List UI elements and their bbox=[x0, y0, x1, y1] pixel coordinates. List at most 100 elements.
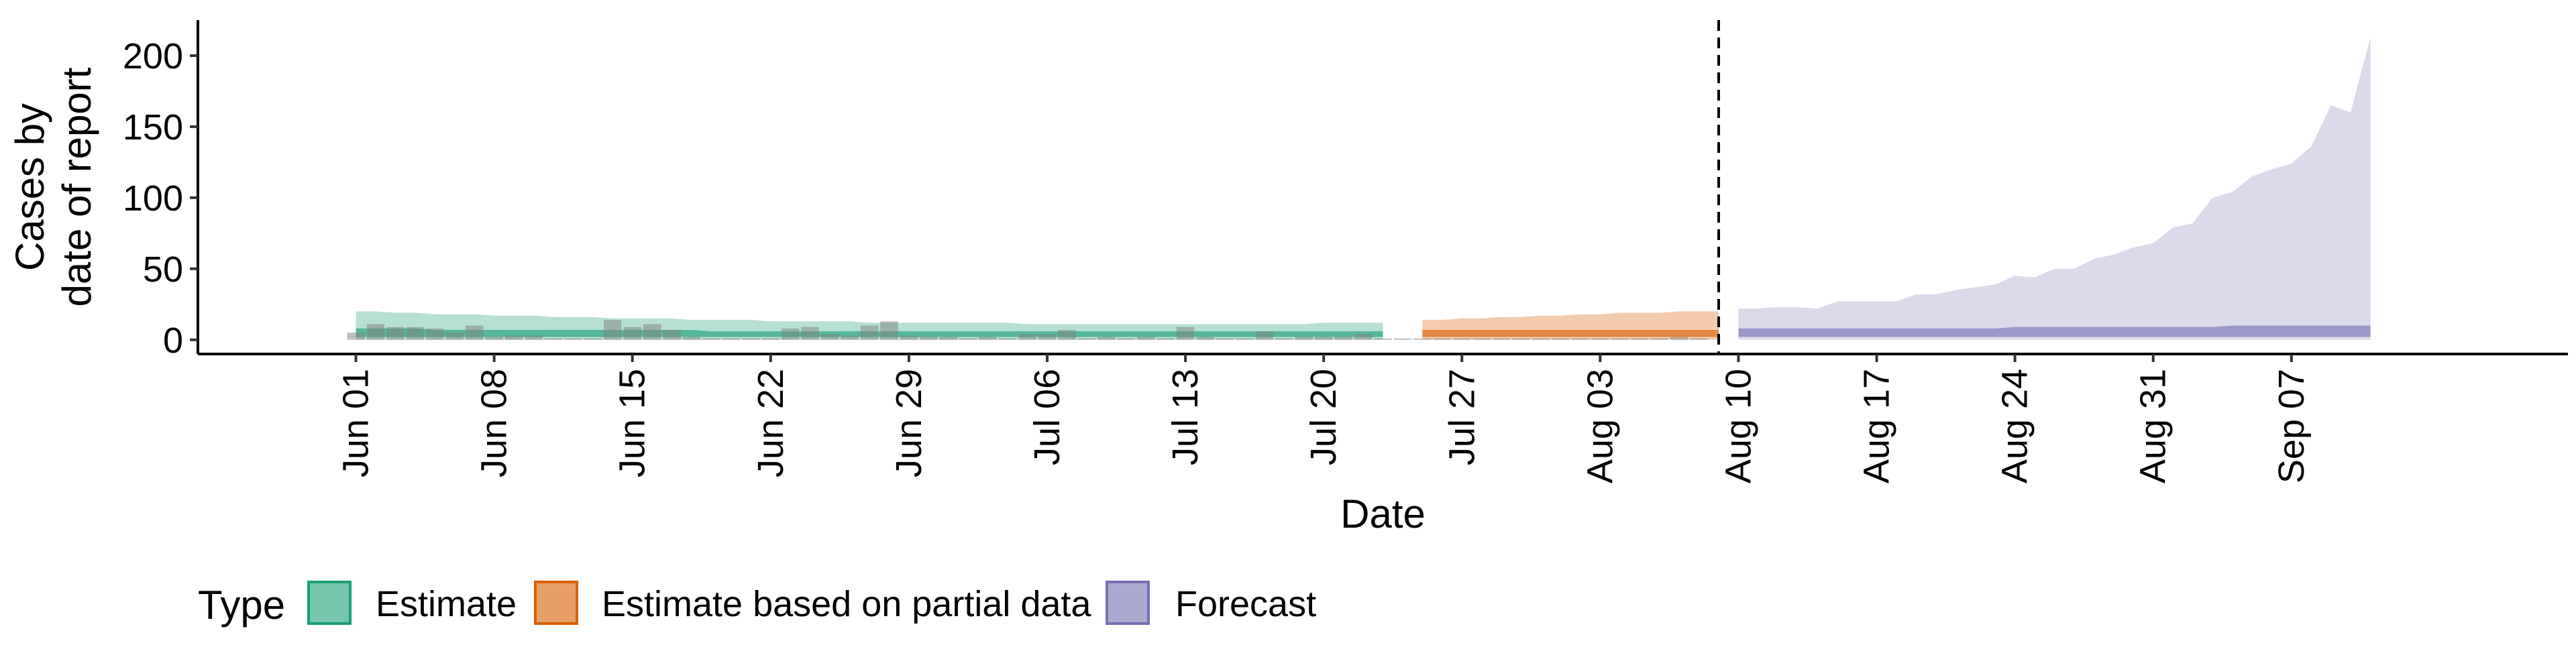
case-bar bbox=[998, 338, 1017, 340]
case-bar bbox=[1058, 330, 1076, 340]
case-bar bbox=[1097, 337, 1116, 340]
legend-key-forecast bbox=[1106, 581, 1150, 625]
case-bar bbox=[1216, 338, 1234, 340]
axes-layer: 0 50 100 150 200 Jun 01 Jun 08 Jun 15 Jun 22 Jun … bbox=[123, 20, 2568, 483]
case-bar bbox=[1571, 338, 1590, 340]
y-axis-title-line: date of report bbox=[54, 67, 99, 306]
case-bar bbox=[742, 338, 760, 340]
case-bar bbox=[604, 320, 622, 340]
case-bar bbox=[1314, 337, 1333, 340]
legend: Type Estimate Estimate based on partial da… bbox=[198, 581, 1316, 628]
y-tick-label: 0 bbox=[163, 320, 183, 361]
case-bar bbox=[920, 337, 938, 340]
case-bar bbox=[1038, 334, 1057, 340]
x-tick-label: Aug 17 bbox=[1857, 369, 1897, 483]
legend-label-estimate: Estimate bbox=[376, 584, 517, 624]
case-bar bbox=[880, 321, 898, 340]
case-bar bbox=[860, 325, 879, 340]
case-bar bbox=[841, 335, 859, 340]
case-bar bbox=[663, 330, 681, 340]
case-bar bbox=[1354, 334, 1373, 340]
case-bar bbox=[1591, 338, 1609, 340]
case-bar bbox=[386, 327, 405, 340]
case-bar bbox=[1137, 337, 1155, 340]
case-bar bbox=[1413, 338, 1432, 340]
legend-label-forecast: Forecast bbox=[1175, 584, 1316, 624]
case-bar bbox=[1176, 327, 1195, 340]
ribbons-layer bbox=[356, 37, 2371, 340]
case-bar bbox=[1275, 338, 1293, 340]
case-bar bbox=[426, 328, 444, 340]
case-bar bbox=[643, 324, 661, 340]
x-tick-label: Jun 29 bbox=[889, 369, 929, 477]
case-bar bbox=[1532, 338, 1550, 340]
x-tick-label: Jun 22 bbox=[751, 369, 791, 477]
case-bar bbox=[1157, 338, 1175, 340]
y-axis-title-line: Cases by bbox=[7, 103, 52, 271]
case-bar bbox=[682, 337, 701, 340]
x-tick-label: Jun 15 bbox=[612, 369, 653, 477]
case-bar bbox=[1236, 338, 1254, 340]
case-bar bbox=[979, 337, 997, 340]
case-bar bbox=[1552, 338, 1570, 340]
case-bar bbox=[1631, 338, 1649, 340]
band-inner-forecast bbox=[1738, 325, 2371, 337]
case-bar bbox=[900, 335, 918, 340]
case-bar bbox=[623, 327, 641, 340]
y-tick-label: 150 bbox=[123, 107, 183, 148]
case-bar bbox=[504, 335, 523, 340]
case-bar bbox=[1453, 338, 1471, 340]
case-bar bbox=[761, 338, 780, 340]
legend-label-partial: Estimate based on partial data bbox=[602, 584, 1091, 624]
case-bar bbox=[820, 334, 839, 340]
case-bar bbox=[1611, 338, 1629, 340]
band-outer-forecast bbox=[1738, 37, 2371, 340]
x-axis-title: Date bbox=[1340, 491, 1426, 536]
x-tick-label: Jul 20 bbox=[1303, 369, 1344, 465]
x-tick-label: Aug 03 bbox=[1580, 369, 1620, 483]
case-bar bbox=[366, 324, 385, 340]
x-tick-label: Jun 01 bbox=[336, 369, 376, 477]
case-bar bbox=[1393, 338, 1412, 340]
case-bar bbox=[1512, 338, 1530, 340]
case-bar bbox=[1196, 337, 1214, 340]
x-tick-label: Jul 27 bbox=[1442, 369, 1482, 465]
x-tick-label: Aug 10 bbox=[1718, 369, 1758, 483]
case-bar bbox=[1650, 338, 1668, 340]
case-bar bbox=[445, 333, 464, 340]
x-tick-label: Jul 13 bbox=[1165, 369, 1205, 465]
case-bar bbox=[1255, 331, 1274, 340]
legend-title: Type bbox=[198, 583, 285, 628]
legend-key-estimate bbox=[307, 581, 352, 625]
bars-layer bbox=[347, 320, 1708, 340]
case-bar bbox=[939, 337, 957, 340]
case-bar bbox=[525, 335, 543, 340]
case-bar bbox=[485, 337, 503, 340]
x-tick-label: Aug 31 bbox=[2133, 369, 2174, 483]
y-tick-label: 50 bbox=[143, 249, 183, 290]
band-inner-partial bbox=[1422, 330, 1719, 337]
case-bar bbox=[1690, 338, 1708, 340]
y-tick-label: 200 bbox=[123, 36, 183, 76]
case-bar bbox=[1472, 338, 1491, 340]
case-bar bbox=[1492, 338, 1511, 340]
case-bar bbox=[1374, 338, 1392, 340]
legend-key-partial bbox=[534, 581, 578, 625]
x-tick-label: Sep 07 bbox=[2271, 369, 2312, 483]
case-bar bbox=[702, 338, 720, 340]
case-bar bbox=[1433, 338, 1452, 340]
axis-labels-layer: Date Cases by date of report bbox=[7, 67, 1426, 536]
case-bar bbox=[959, 338, 977, 340]
x-tick-label: Jul 06 bbox=[1027, 369, 1067, 465]
case-bar bbox=[1018, 334, 1036, 340]
case-bar bbox=[1077, 338, 1096, 340]
case-bar bbox=[1295, 337, 1313, 340]
case-bar bbox=[347, 333, 365, 340]
case-bar bbox=[1670, 337, 1688, 340]
case-bar bbox=[406, 327, 425, 340]
case-bar bbox=[584, 338, 602, 340]
case-bar bbox=[544, 338, 563, 340]
case-bar bbox=[1334, 337, 1352, 340]
